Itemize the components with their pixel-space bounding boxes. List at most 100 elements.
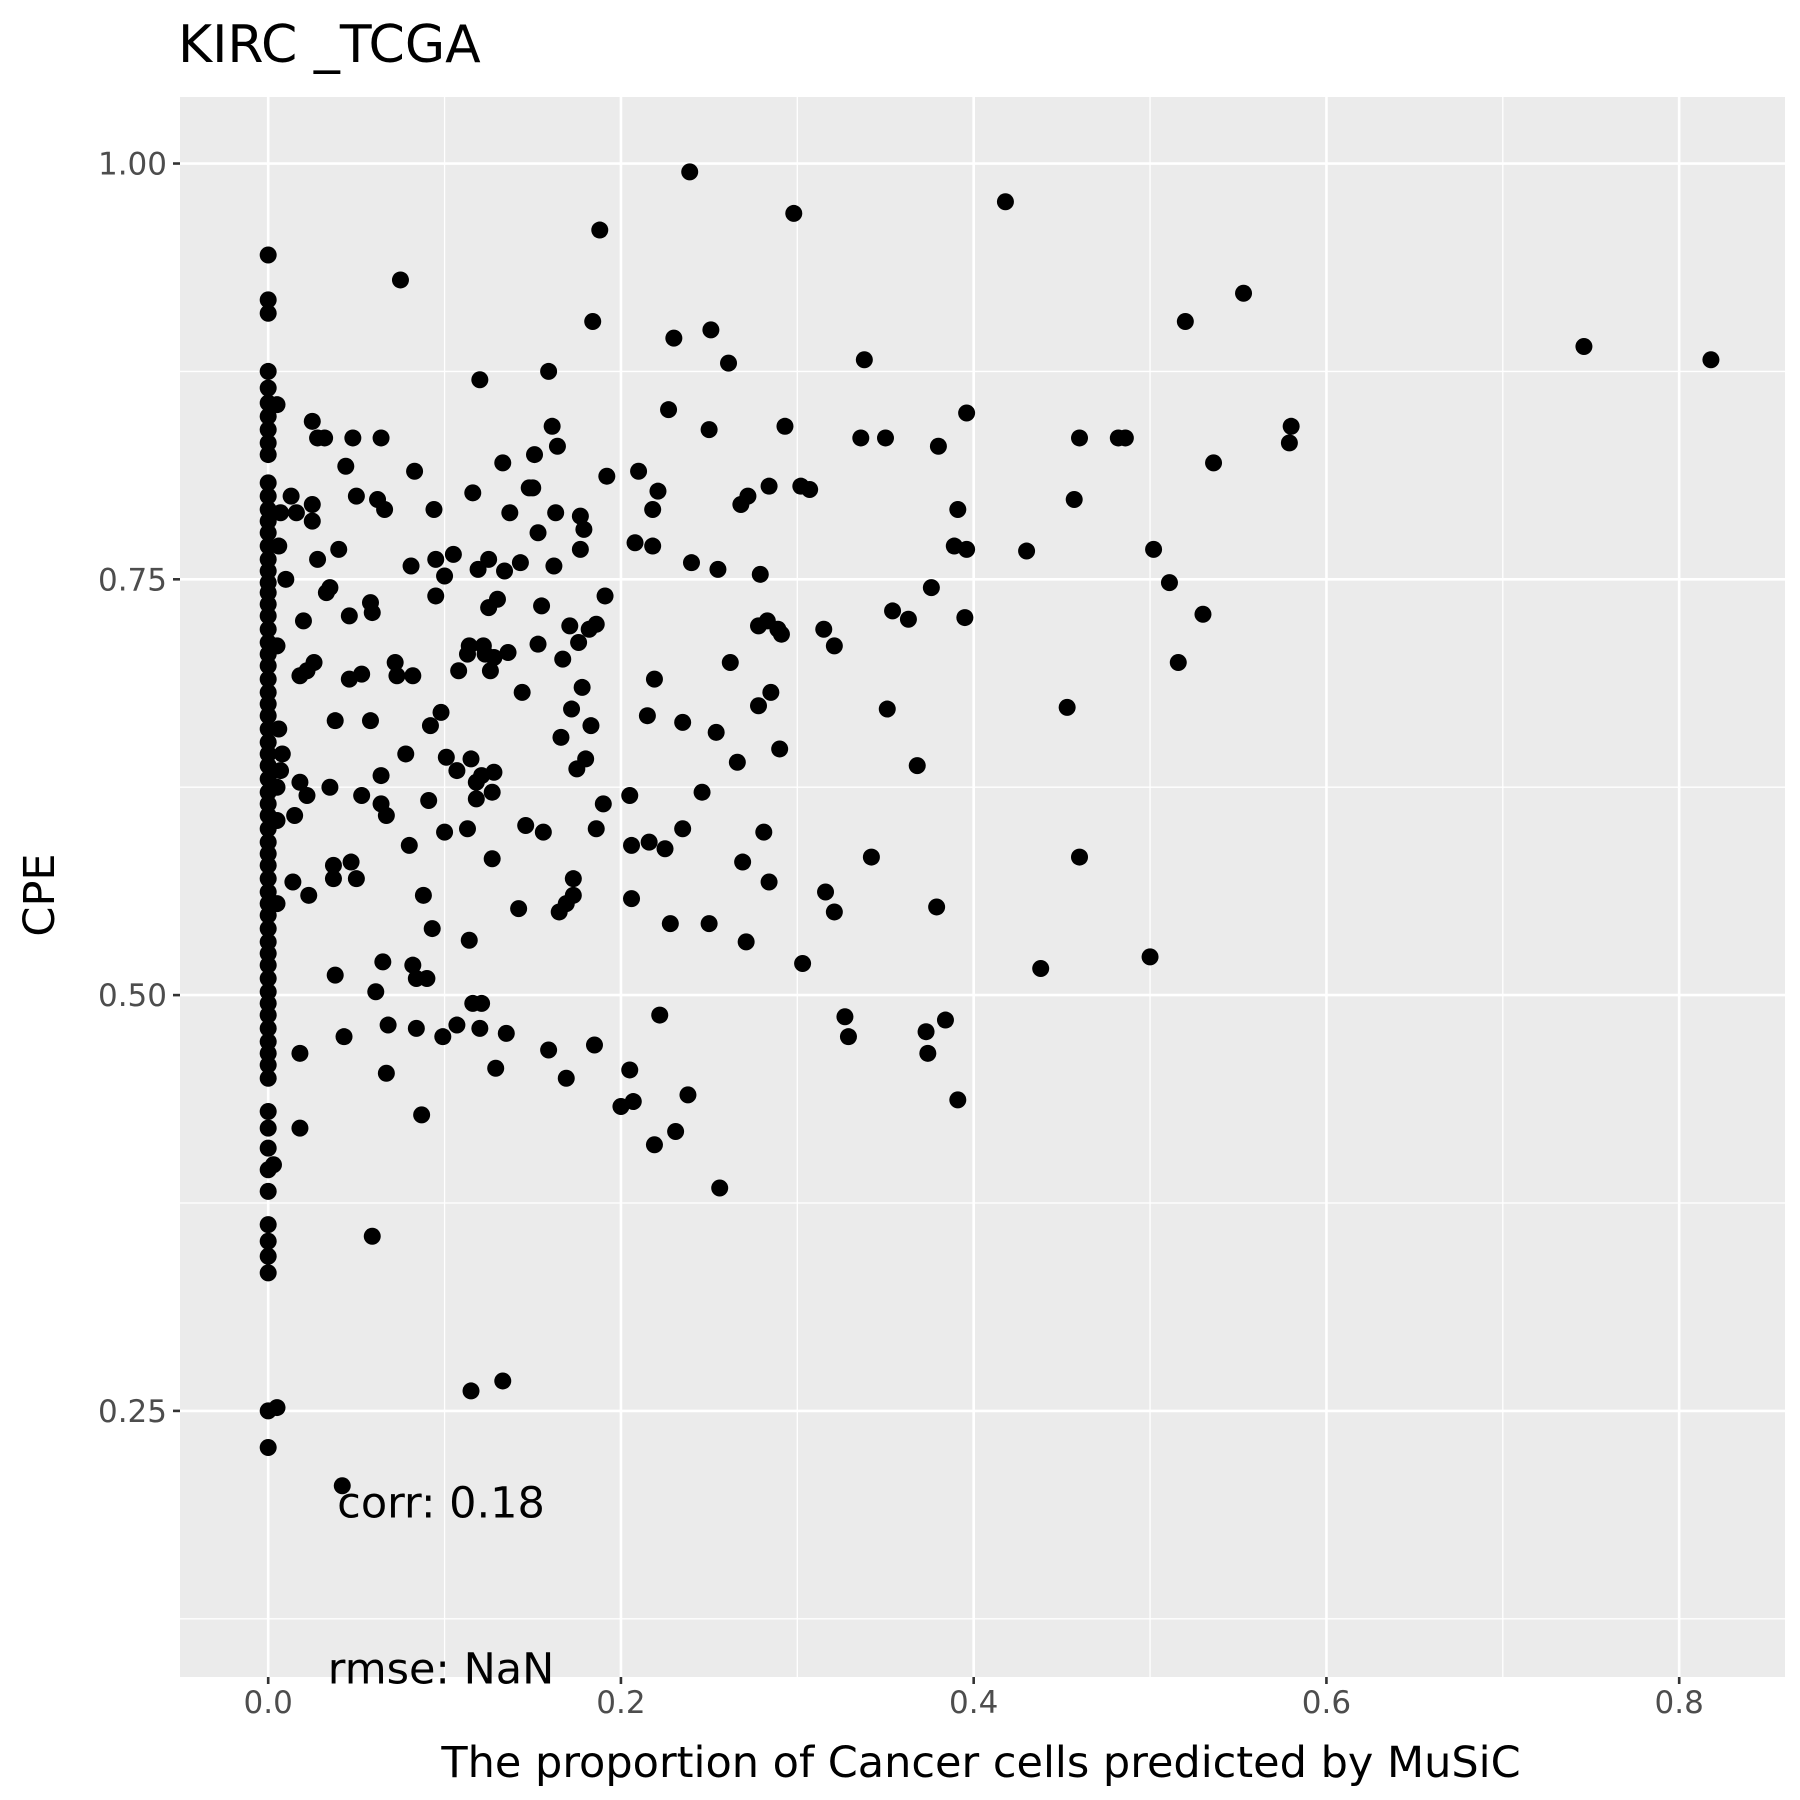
data-point: [347, 870, 365, 888]
data-point: [259, 1216, 277, 1234]
data-point: [421, 717, 439, 735]
data-point: [540, 1041, 558, 1059]
data-point: [794, 955, 812, 973]
y-tick-label: 0.50: [98, 978, 167, 1014]
data-point: [707, 723, 725, 741]
data-point: [434, 1028, 452, 1046]
data-point: [547, 504, 565, 522]
data-point: [400, 836, 418, 854]
data-point: [259, 446, 277, 464]
data-point: [1160, 574, 1178, 592]
data-point: [333, 1477, 351, 1495]
data-point: [958, 404, 976, 422]
data-point: [259, 1232, 277, 1250]
data-point: [259, 434, 277, 452]
data-point: [682, 554, 700, 572]
x-tick-label: 0.2: [596, 1685, 645, 1721]
data-point: [728, 753, 746, 771]
data-point: [259, 683, 277, 701]
data-point: [259, 657, 277, 675]
data-point: [259, 407, 277, 425]
data-point: [760, 477, 778, 495]
data-point: [272, 762, 290, 780]
data-point: [436, 823, 454, 841]
x-tick-label: 0.4: [949, 1685, 998, 1721]
data-point: [298, 787, 316, 805]
data-point: [259, 745, 277, 763]
data-point: [367, 983, 385, 1001]
data-point: [1116, 429, 1134, 447]
data-point: [259, 833, 277, 851]
plot-panel: [180, 97, 1785, 1677]
data-point: [268, 811, 286, 829]
data-point: [494, 1372, 512, 1390]
data-point: [353, 787, 371, 805]
data-point: [473, 994, 491, 1012]
data-point: [564, 886, 582, 904]
data-point: [524, 479, 542, 497]
data-point: [517, 816, 535, 834]
data-point: [721, 653, 739, 671]
data-point: [402, 557, 420, 575]
data-point: [573, 678, 591, 696]
data-point: [259, 421, 277, 439]
data-point: [458, 820, 476, 838]
data-point: [899, 610, 917, 628]
data-point: [259, 304, 277, 322]
data-point: [326, 712, 344, 730]
data-point: [1145, 540, 1163, 558]
data-point: [363, 1227, 381, 1245]
data-point: [291, 773, 309, 791]
data-point: [259, 969, 277, 987]
data-point: [481, 662, 499, 680]
data-point: [1176, 313, 1194, 331]
data-point: [377, 806, 395, 824]
data-point: [645, 1136, 663, 1154]
data-point: [391, 271, 409, 289]
data-point: [287, 504, 305, 522]
data-point: [1141, 948, 1159, 966]
data-point: [273, 745, 291, 763]
data-point: [259, 1139, 277, 1157]
data-point: [268, 895, 286, 913]
data-point: [309, 550, 327, 568]
data-point: [425, 500, 443, 518]
data-point: [259, 670, 277, 688]
data-point: [469, 560, 487, 578]
data-point: [259, 994, 277, 1012]
data-point: [815, 620, 833, 638]
data-point: [737, 933, 755, 951]
data-point: [571, 540, 589, 558]
data-point: [259, 595, 277, 613]
data-point: [259, 707, 277, 725]
data-point: [268, 396, 286, 414]
y-tick-label: 1.00: [98, 147, 167, 183]
data-point: [259, 945, 277, 963]
data-point: [496, 562, 514, 580]
data-point: [510, 900, 528, 918]
data-point: [501, 504, 519, 522]
data-point: [259, 1019, 277, 1037]
data-point: [855, 351, 873, 369]
data-point: [376, 500, 394, 518]
data-point: [259, 1006, 277, 1024]
data-point: [259, 512, 277, 530]
y-axis-title: CPE: [15, 853, 65, 936]
data-point: [259, 584, 277, 602]
data-point: [326, 966, 344, 984]
data-point: [700, 421, 718, 439]
data-point: [259, 733, 277, 751]
data-point: [1282, 417, 1300, 435]
data-point: [316, 429, 334, 447]
data-point: [286, 806, 304, 824]
data-point: [294, 612, 312, 630]
data-point: [564, 870, 582, 888]
data-point: [259, 562, 277, 580]
data-point: [259, 956, 277, 974]
data-point: [259, 362, 277, 380]
data-point: [919, 1044, 937, 1062]
data-point: [570, 634, 588, 652]
annotation-label: rmse: NaN: [328, 1645, 555, 1695]
